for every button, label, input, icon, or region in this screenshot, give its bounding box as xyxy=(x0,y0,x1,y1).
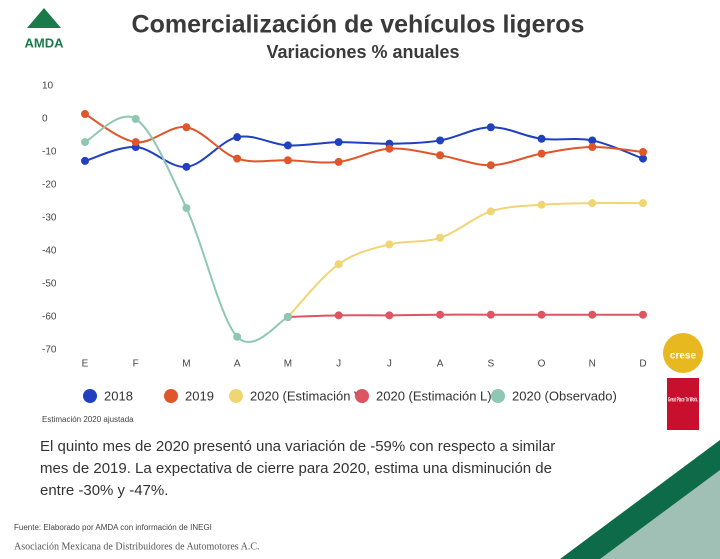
x-tick-label: M xyxy=(182,359,190,370)
data-point xyxy=(588,143,597,152)
x-tick-label: A xyxy=(234,359,241,370)
badge-gptw xyxy=(667,378,699,430)
data-point xyxy=(588,199,597,208)
y-tick-label: -40 xyxy=(42,246,57,257)
y-tick-label: -70 xyxy=(42,345,57,356)
legend-label: 2019 xyxy=(185,388,214,403)
x-tick-label: M xyxy=(284,359,292,370)
data-point xyxy=(81,138,89,147)
badge-crese xyxy=(663,333,703,373)
badge-text: crese xyxy=(670,351,697,362)
data-point xyxy=(233,133,242,142)
chart-subtitle: Variaciones % anuales xyxy=(266,42,459,62)
data-point xyxy=(334,138,343,147)
data-point xyxy=(385,311,394,320)
decor xyxy=(600,470,720,559)
data-point xyxy=(81,156,89,165)
data-point xyxy=(283,156,292,165)
x-tick-label: F xyxy=(133,359,139,370)
logo-text: AMDA xyxy=(25,35,65,50)
data-point xyxy=(486,207,495,216)
series-line xyxy=(287,202,644,318)
y-tick-label: -10 xyxy=(42,147,57,158)
data-point xyxy=(537,310,546,319)
series-line xyxy=(84,113,644,167)
x-tick-label: S xyxy=(487,359,494,370)
data-point xyxy=(334,311,343,320)
y-tick-label: -60 xyxy=(42,312,57,323)
data-point xyxy=(334,260,343,269)
data-point xyxy=(131,115,140,123)
legend-swatch xyxy=(83,389,97,403)
y-tick-label: 10 xyxy=(42,81,54,92)
legend-swatch xyxy=(355,389,369,403)
org: Asociación Mexicana de Distribuidores de… xyxy=(14,541,260,552)
data-point xyxy=(182,204,191,213)
data-point xyxy=(486,123,495,132)
legend-swatch xyxy=(164,389,178,403)
data-point xyxy=(233,154,242,163)
data-point xyxy=(182,123,191,132)
data-point xyxy=(436,151,445,160)
note: Estimación 2020 ajustada xyxy=(42,415,134,424)
data-point xyxy=(639,148,647,156)
source: Fuente: Elaborado por AMDA con informaci… xyxy=(14,523,212,532)
chart-title: Comercialización de vehículos ligeros xyxy=(132,11,585,39)
data-point xyxy=(537,134,546,143)
y-tick-label: -30 xyxy=(42,213,57,224)
logo-icon xyxy=(27,8,61,28)
x-tick-label: D xyxy=(639,359,646,370)
data-point xyxy=(486,310,495,319)
data-point xyxy=(283,313,292,321)
data-point xyxy=(436,233,445,242)
data-point xyxy=(588,310,597,319)
data-point xyxy=(588,136,597,145)
data-point xyxy=(639,199,647,208)
data-point xyxy=(639,154,647,163)
data-point xyxy=(334,157,343,166)
data-point xyxy=(233,332,242,341)
body-text: El quinto mes de 2020 presentó una varia… xyxy=(40,438,556,499)
y-tick-label: 0 xyxy=(42,114,48,125)
y-tick-label: -50 xyxy=(42,279,57,290)
badge-text: Great Place To Work. xyxy=(668,398,698,404)
data-point xyxy=(131,138,140,147)
legend-swatch xyxy=(229,389,243,403)
data-point xyxy=(385,240,394,249)
data-point xyxy=(436,136,445,145)
x-tick-label: A xyxy=(437,359,444,370)
x-tick-label: E xyxy=(82,359,89,370)
data-point xyxy=(283,141,292,150)
y-tick-label: -20 xyxy=(42,180,57,191)
data-point xyxy=(436,310,445,319)
legend-label: 2018 xyxy=(104,388,133,403)
x-tick-label: O xyxy=(538,359,546,370)
data-point xyxy=(537,149,546,158)
x-tick-label: J xyxy=(336,359,341,370)
legend-label: 2020 (Estimación L) xyxy=(376,388,492,403)
x-tick-label: N xyxy=(589,359,596,370)
data-point xyxy=(639,310,647,319)
series-line xyxy=(84,126,644,168)
series-line xyxy=(287,313,643,318)
legend-label: 2020 (Estimación V) xyxy=(250,388,367,403)
data-point xyxy=(81,110,89,119)
legend-label: 2020 (Observado) xyxy=(512,388,617,403)
legend-swatch xyxy=(491,389,505,403)
data-point xyxy=(486,161,495,170)
data-point xyxy=(537,200,546,209)
data-point xyxy=(182,162,191,171)
x-tick-label: J xyxy=(387,359,392,370)
data-point xyxy=(385,144,394,153)
